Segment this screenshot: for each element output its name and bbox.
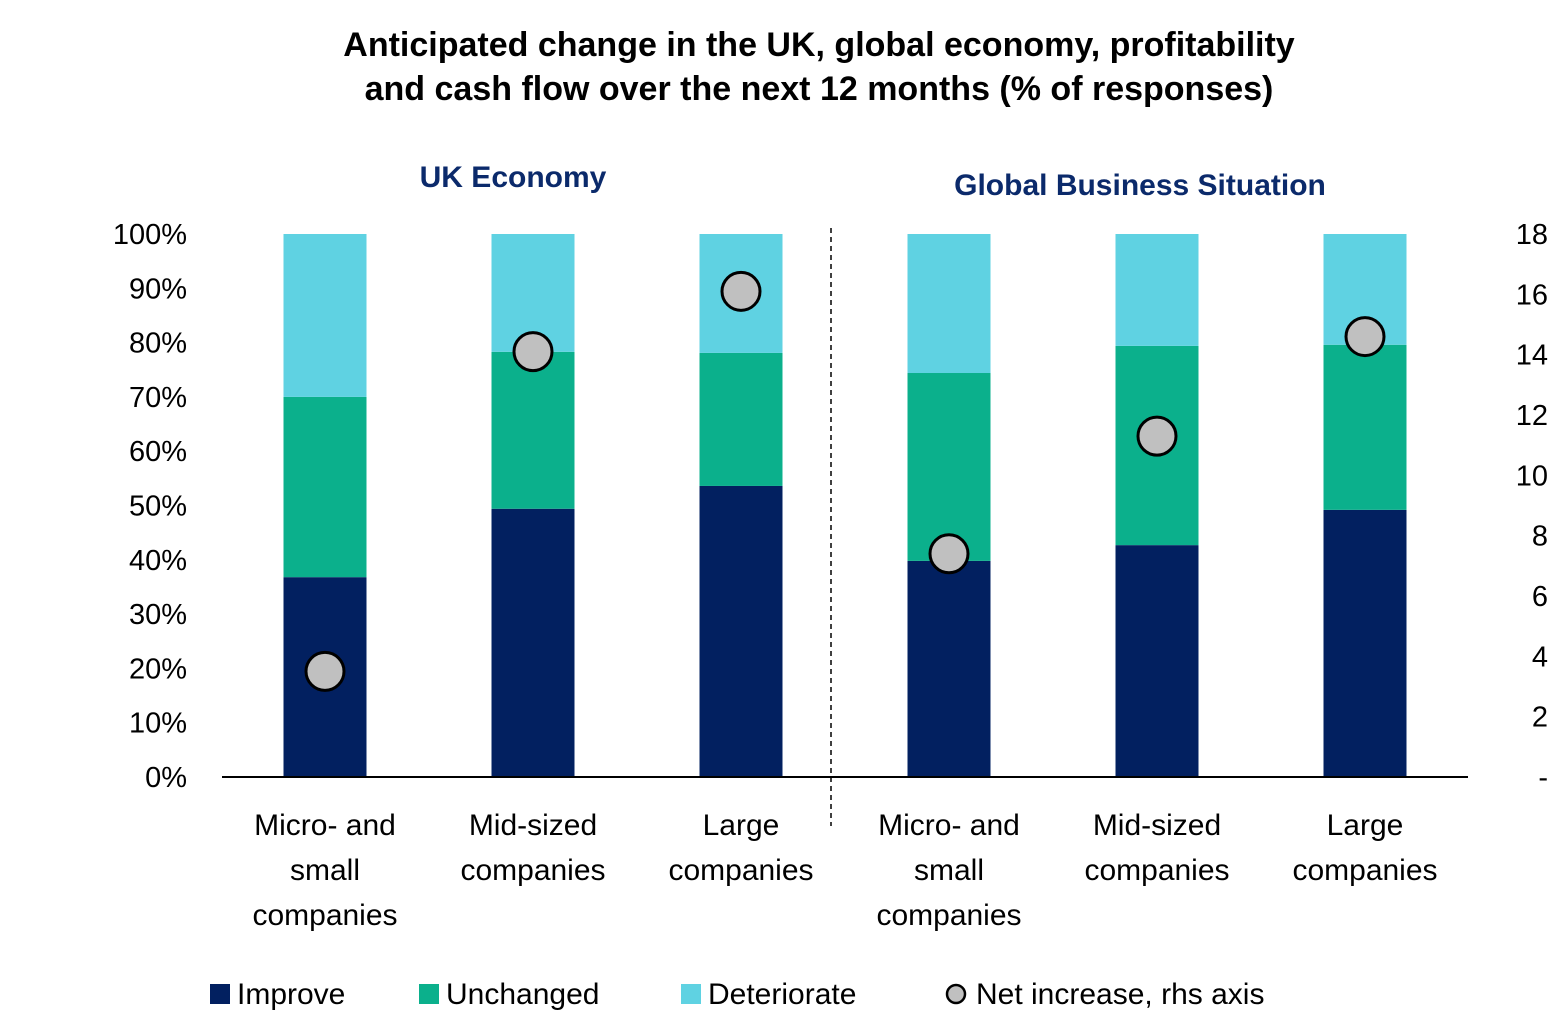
category-label: companies xyxy=(1292,854,1437,887)
category-label: Micro- and xyxy=(254,809,396,842)
net-increase-point xyxy=(1136,415,1178,457)
y-right-tick-label: 8 xyxy=(1532,521,1548,553)
y-right-tick-label: 6 xyxy=(1532,581,1548,613)
y-right-tick-label: 4 xyxy=(1532,641,1548,673)
y-right-tick-label: 10 xyxy=(1516,460,1548,492)
net-increase-point xyxy=(304,650,346,692)
category-label: companies xyxy=(1084,854,1229,887)
net-increase-point xyxy=(1344,316,1386,358)
net-increase-point xyxy=(928,533,970,575)
y-right-tick-label: - xyxy=(1538,762,1548,794)
category-label: small xyxy=(290,854,360,887)
category-label: companies xyxy=(460,854,605,887)
bar-improve xyxy=(699,485,783,777)
legend-label-unchanged: Unchanged xyxy=(446,978,599,1011)
bar-unchanged xyxy=(699,352,783,486)
y-left-tick-label: 30% xyxy=(129,599,187,631)
bar-improve xyxy=(907,560,991,777)
chart-title-line-1: Anticipated change in the UK, global eco… xyxy=(343,26,1295,64)
y-left-tick-label: 10% xyxy=(129,708,187,740)
y-left-tick-label: 0% xyxy=(145,762,187,794)
category-label: small xyxy=(914,854,984,887)
y-left-tick-label: 50% xyxy=(129,491,187,523)
legend-label-deteriorate: Deteriorate xyxy=(708,978,856,1011)
category-label: companies xyxy=(252,899,397,932)
legend-label-net-increase: Net increase, rhs axis xyxy=(976,978,1264,1011)
legend-label-improve: Improve xyxy=(237,978,345,1011)
legend-marker-net-increase xyxy=(945,983,967,1005)
y-left-tick-label: 40% xyxy=(129,545,187,577)
y-right-tick-label: 2 xyxy=(1532,702,1548,734)
category-label: Mid-sized xyxy=(469,809,597,842)
legend: Improve Unchanged Deteriorate Net increa… xyxy=(210,978,1264,1011)
category-label: Large xyxy=(703,809,780,842)
panel-title-uk-economy: UK Economy xyxy=(420,161,607,194)
net-increase-point xyxy=(720,270,762,312)
bar-unchanged xyxy=(283,396,367,578)
category-label: companies xyxy=(876,899,1021,932)
legend-swatch-deteriorate xyxy=(681,984,701,1004)
y-right-tick-label: 14 xyxy=(1516,340,1548,372)
bar-improve xyxy=(491,508,575,777)
bar-deteriorate xyxy=(283,234,367,397)
legend-swatch-improve xyxy=(210,984,230,1004)
category-label: Mid-sized xyxy=(1093,809,1221,842)
chart-title-line-2: and cash flow over the next 12 months (%… xyxy=(365,70,1274,108)
bar-unchanged xyxy=(907,373,991,561)
bar-unchanged xyxy=(1323,344,1407,510)
legend-swatch-unchanged xyxy=(419,984,439,1004)
y-left-tick-label: 100% xyxy=(113,219,187,251)
y-left-tick-label: 20% xyxy=(129,653,187,685)
y-left-tick-label: 80% xyxy=(129,328,187,360)
bar-improve xyxy=(1115,545,1199,777)
category-label: Micro- and xyxy=(878,809,1020,842)
bar-improve xyxy=(1323,509,1407,777)
y-left-tick-label: 90% xyxy=(129,273,187,305)
net-increase-point xyxy=(512,331,554,373)
y-left-tick-label: 70% xyxy=(129,382,187,414)
y-right-tick-label: 16 xyxy=(1516,279,1548,311)
bar-unchanged xyxy=(491,351,575,509)
bar-deteriorate xyxy=(907,234,991,374)
category-label: companies xyxy=(668,854,813,887)
category-label: Large xyxy=(1327,809,1404,842)
y-left-tick-label: 60% xyxy=(129,436,187,468)
panel-title-global-business: Global Business Situation xyxy=(954,169,1326,202)
bar-deteriorate xyxy=(1115,234,1199,346)
y-right-tick-label: 12 xyxy=(1516,400,1548,432)
y-right-tick-label: 18 xyxy=(1516,219,1548,251)
